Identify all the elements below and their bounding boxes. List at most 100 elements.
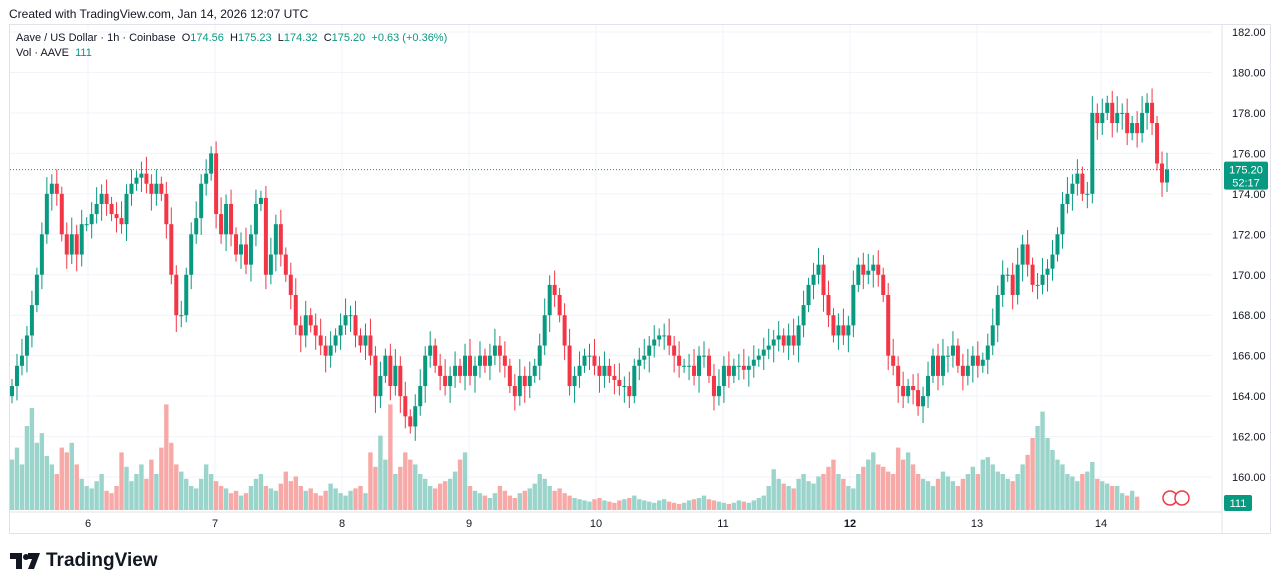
candle-body: [1060, 203, 1065, 235]
volume-bar: [741, 501, 747, 510]
volume-bar: [721, 502, 727, 510]
candle-body: [811, 274, 816, 285]
volume-bar: [910, 464, 916, 510]
volume-bar: [363, 493, 368, 510]
volume-bar: [592, 499, 597, 510]
volume-bar: [24, 426, 30, 510]
volume-bar: [462, 452, 468, 510]
volume-bar: [940, 471, 946, 510]
candle-body: [1055, 234, 1060, 255]
x-tick-label: 13: [971, 518, 983, 530]
candle-body: [224, 203, 229, 235]
candle-body: [189, 234, 194, 275]
volume-bar: [447, 478, 453, 510]
volume-bar: [945, 476, 951, 510]
volume-bar: [283, 471, 289, 510]
us-flag-icon[interactable]: [1174, 490, 1190, 506]
volume-bar: [164, 404, 169, 510]
candle-body: [672, 345, 677, 356]
candle-body: [134, 177, 139, 184]
symbol-description[interactable]: Aave / US Dollar · 1h · Coinbase: [16, 32, 176, 44]
price-tag-value: 175.20: [1229, 165, 1263, 177]
x-tick-label: 12: [844, 518, 856, 530]
volume-bar: [701, 495, 707, 510]
candle-body: [667, 335, 672, 346]
candle-body: [253, 203, 258, 235]
candle-body: [1065, 193, 1070, 204]
candle-body: [1015, 264, 1020, 295]
x-tick-label: 14: [1095, 518, 1107, 530]
volume-bar: [527, 488, 532, 510]
candle-body: [99, 193, 104, 204]
candle-body: [119, 218, 124, 225]
candle-body: [169, 224, 174, 275]
candle-body: [323, 345, 328, 356]
volume-bar: [1035, 426, 1040, 510]
candle-body: [612, 375, 617, 380]
candle-body: [617, 379, 622, 387]
volume-bar: [358, 486, 363, 510]
candle-body: [408, 416, 413, 427]
volume-bar: [920, 478, 926, 510]
volume-bar: [1005, 478, 1010, 510]
candle-body: [647, 345, 652, 356]
candle-body: [154, 183, 159, 194]
candle-body: [602, 365, 607, 376]
volume-bar: [437, 483, 443, 510]
candle-body: [577, 365, 582, 376]
candle-body: [572, 375, 577, 387]
volume-bar: [761, 495, 766, 510]
volume-bar: [886, 471, 891, 510]
candle-body: [756, 355, 761, 360]
tradingview-logo[interactable]: TradingView: [10, 550, 158, 572]
candle-body: [721, 365, 726, 387]
candle-body: [597, 365, 602, 376]
volume-bar: [881, 466, 886, 510]
candle-body: [677, 355, 682, 366]
volume-bar: [676, 504, 682, 510]
volume-bar: [149, 459, 154, 510]
volume-bar: [597, 498, 602, 510]
volume-bar: [14, 447, 20, 510]
volume-bar: [637, 499, 642, 510]
volume-bar: [338, 493, 343, 510]
volume-bar: [89, 488, 94, 510]
candle-body: [587, 355, 592, 357]
volume-bar: [388, 404, 393, 510]
candle-body: [507, 365, 512, 387]
candle-body: [826, 294, 831, 316]
candle-body: [836, 325, 841, 336]
volume-bar: [452, 471, 458, 510]
volume-bar: [895, 447, 901, 510]
countdown-value: 52:17: [1232, 178, 1260, 190]
candle-body: [567, 345, 572, 387]
candle-body: [497, 345, 502, 356]
candle-body: [278, 224, 283, 255]
candle-body: [692, 365, 697, 376]
volume-bar: [547, 486, 552, 510]
volume-bar: [776, 478, 781, 510]
event-flags[interactable]: [1162, 490, 1190, 506]
candle-body: [14, 365, 19, 387]
candle-body: [39, 234, 44, 275]
candle-body: [448, 375, 453, 387]
candle-body: [268, 254, 273, 275]
chart-legend: Aave / US Dollar · 1h · Coinbase O174.56…: [16, 31, 447, 61]
candle-body: [806, 284, 811, 306]
volume-bar: [666, 501, 672, 510]
volume-bar: [1105, 483, 1110, 510]
candle-body: [139, 173, 144, 178]
candle-body: [1000, 274, 1005, 295]
candle-body: [657, 335, 662, 340]
volume-bar: [1095, 478, 1100, 510]
candle-body: [906, 386, 911, 397]
volume-bar: [716, 501, 722, 510]
volume-bar: [134, 474, 139, 510]
candle-body: [348, 315, 353, 317]
candle-body: [1100, 112, 1105, 124]
volume-bar: [1025, 454, 1030, 510]
candle-body: [706, 355, 711, 376]
candle-body: [816, 264, 821, 275]
candle-body: [945, 355, 950, 357]
